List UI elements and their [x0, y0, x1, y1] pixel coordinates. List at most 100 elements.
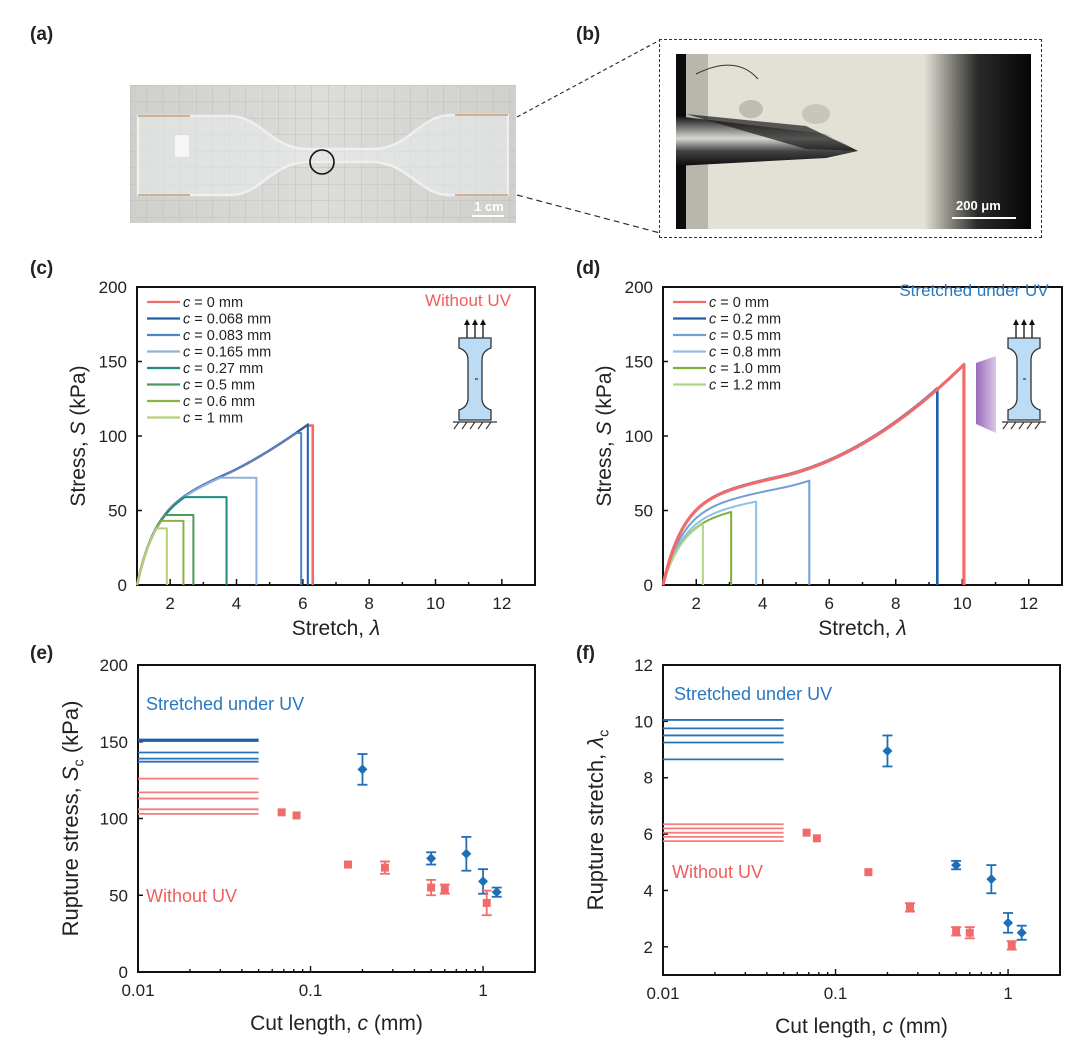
x-tick-label: 0.1: [824, 984, 848, 1003]
data-point-no-uv: [292, 811, 301, 820]
y-tick-label: 2: [644, 938, 653, 957]
y-tick-label: 4: [644, 881, 653, 900]
x-tick-label: 1: [1003, 984, 1012, 1003]
panel-label-d: (d): [576, 258, 601, 279]
data-point-no-uv: [1007, 941, 1016, 950]
y-tick-label: 0: [119, 963, 128, 982]
annotation-stretched-under-uv: Stretched under UV: [146, 694, 304, 714]
legend-label: c = 0.165 mm: [183, 345, 271, 361]
x-tick-label: 1: [478, 981, 487, 1000]
y-tick-label: 200: [100, 656, 128, 675]
x-tick-label: 2: [165, 594, 174, 613]
crack-region-circle: [309, 149, 335, 175]
x-axis-label: Cut length, c (mm): [775, 1015, 948, 1038]
annotation-stretched-under-uv: Stretched under UV: [899, 281, 1049, 300]
y-tick-label: 200: [99, 278, 127, 297]
y-tick-label: 10: [634, 712, 653, 731]
x-tick-label: 2: [692, 594, 701, 613]
panel-label-a: (a): [30, 24, 54, 45]
data-point-no-uv: [344, 860, 353, 869]
curve-c1p2mm: [662, 522, 704, 586]
curve-c0mm: [661, 362, 966, 586]
x-tick-label: 4: [232, 594, 241, 613]
legend-label: c = 0 mm: [709, 295, 769, 311]
plot-frame: [662, 664, 1061, 976]
data-point-no-uv: [427, 883, 436, 892]
scale-bar-label: 1 cm: [474, 199, 504, 214]
data-point-uv: [478, 876, 489, 887]
data-point-uv: [491, 887, 502, 898]
y-tick-label: 100: [625, 427, 653, 446]
data-point-no-uv: [440, 885, 449, 894]
curve-c0p5mm: [662, 479, 811, 586]
legend-label: c = 0.27 mm: [183, 361, 263, 377]
y-tick-label: 100: [100, 810, 128, 829]
chart-d: 0 50 100 150 200 2 4 6 8 10 12 Stretch, λ Stress, S …: [593, 278, 1063, 640]
data-point-no-uv: [380, 863, 389, 872]
y-axis-label: Stress, S (kPa): [67, 365, 90, 506]
chart-c: 0 50 100 150 200 2 4 6 8 10 12 Stretch, λ Stress, S …: [67, 278, 536, 640]
zoom-frame: [659, 39, 1042, 238]
data-point-no-uv: [864, 868, 873, 877]
legend-label: c = 0.068 mm: [183, 312, 271, 328]
legend-label: c = 1 mm: [183, 411, 243, 427]
y-tick-label: 50: [108, 502, 127, 521]
data-point-uv: [1016, 927, 1027, 938]
x-tick-label: 0.01: [121, 981, 154, 1000]
legend-label: c = 0.083 mm: [183, 328, 271, 344]
dogbone-schematic-icon: [453, 316, 497, 430]
panel-label-e: (e): [30, 643, 54, 664]
annotation-stretched-under-uv: Stretched under UV: [674, 684, 832, 704]
legend-label: c = 0 mm: [183, 295, 243, 311]
annotation-without-uv: Without UV: [672, 862, 763, 882]
x-tick-label: 6: [825, 594, 834, 613]
y-axis-label: Rupture stress, Sc (kPa): [58, 701, 88, 937]
specimen-photo: 1 cm: [130, 85, 516, 223]
panel-label-f: (f): [576, 643, 595, 664]
curve-c1mm: [136, 527, 168, 586]
chart-f: 2 4 6 8 10 12 0.01 0.1 1 Cut length, c (mm) Ruptur…: [583, 656, 1061, 1038]
y-tick-label: 0: [118, 576, 127, 595]
y-tick-label: 0: [644, 576, 653, 595]
y-tick-label: 100: [99, 427, 127, 446]
data-point-uv: [951, 860, 962, 871]
panel-label-c: (c): [30, 258, 54, 279]
x-axis-label: Stretch, λ: [292, 617, 381, 640]
zoom-connector-lines: [516, 39, 661, 234]
x-tick-label: 8: [891, 594, 900, 613]
x-tick-label: 10: [426, 594, 445, 613]
data-point-no-uv: [277, 808, 286, 817]
y-axis-label: Stress, S (kPa): [593, 365, 616, 506]
annotation-without-uv: Without UV: [425, 291, 512, 310]
legend-label: c = 0.5 mm: [709, 328, 781, 344]
legend-label: c = 0.5 mm: [183, 378, 255, 394]
data-point-uv: [461, 848, 472, 859]
data-point-uv: [357, 764, 368, 775]
data-point-no-uv: [965, 928, 974, 937]
x-tick-label: 12: [492, 594, 511, 613]
y-tick-label: 12: [634, 656, 653, 675]
panel-label-b: (b): [576, 24, 601, 45]
data-point-no-uv: [812, 834, 821, 843]
legend-label: c = 0.2 mm: [709, 312, 781, 328]
annotation-without-uv: Without UV: [146, 886, 237, 906]
data-point-no-uv: [802, 828, 811, 837]
curve-c0p083mm: [136, 432, 303, 586]
microscope-image: 200 μm: [676, 54, 1031, 229]
y-tick-label: 150: [100, 733, 128, 752]
data-point-no-uv: [952, 927, 961, 936]
x-tick-label: 10: [953, 594, 972, 613]
x-tick-label: 4: [758, 594, 767, 613]
data-point-uv: [882, 745, 893, 756]
specimen-photo-drawing: 1 cm: [130, 85, 516, 223]
legend-label: c = 1.0 mm: [709, 361, 781, 377]
curve-c0mm: [135, 424, 315, 586]
dogbone-schematic-icon: [1002, 319, 1046, 430]
curve-c0p2mm: [661, 387, 939, 586]
curve-c0p8mm: [662, 500, 758, 586]
x-tick-label: 0.01: [646, 984, 679, 1003]
legend-label: c = 0.8 mm: [709, 345, 781, 361]
scale-bar-label: 200 μm: [956, 198, 1001, 213]
data-point-uv: [1003, 917, 1014, 928]
chart-e: 0 50 100 150 200 0.01 0.1 1 Cut length, c (mm) Ru…: [58, 656, 536, 1035]
